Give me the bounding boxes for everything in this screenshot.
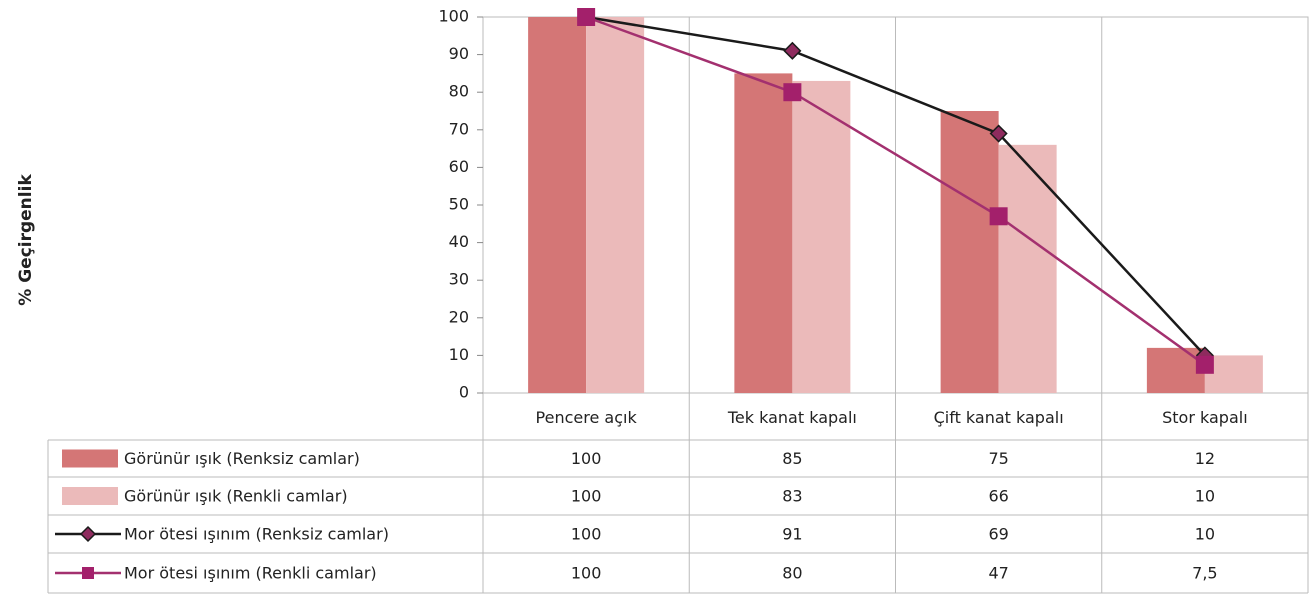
line-marker	[783, 41, 802, 60]
legend-label: Mor ötesi ışınım (Renkli camlar)	[124, 564, 377, 583]
table-value: 75	[988, 449, 1008, 468]
table-value: 10	[1195, 487, 1215, 506]
y-tick-label: 0	[459, 383, 469, 402]
table-value: 10	[1195, 525, 1215, 544]
y-tick-label: 20	[449, 307, 469, 326]
y-tick-label: 70	[449, 119, 469, 138]
table-value: 100	[571, 487, 602, 506]
line-marker	[1195, 355, 1214, 374]
table-value: 47	[988, 564, 1008, 583]
x-tick-label: Stor kapalı	[1162, 408, 1248, 427]
y-tick-label: 100	[438, 7, 469, 26]
legend-marker	[79, 525, 97, 543]
bar	[1204, 355, 1263, 393]
bar	[586, 17, 645, 393]
y-tick-label: 80	[449, 82, 469, 101]
legend-label: Mor ötesi ışınım (Renksiz camlar)	[124, 525, 389, 544]
y-tick-label: 40	[449, 232, 469, 251]
y-tick-label: 10	[449, 345, 469, 364]
line-marker	[989, 207, 1008, 226]
table-value: 100	[571, 525, 602, 544]
legend-label: Görünür ışık (Renkli camlar)	[124, 487, 348, 506]
table-value: 83	[782, 487, 802, 506]
table-value: 100	[571, 564, 602, 583]
line	[585, 15, 1206, 366]
x-tick-label: Çift kanat kapalı	[934, 408, 1064, 427]
legend-marker	[82, 567, 94, 579]
y-tick-label: 30	[449, 270, 469, 289]
y-tick-label: 90	[449, 44, 469, 63]
table-value: 66	[988, 487, 1008, 506]
table-value: 91	[782, 525, 802, 544]
y-tick-label: 50	[449, 195, 469, 214]
y-axis-label: % Geçirgenlik	[16, 174, 36, 306]
line	[585, 15, 1206, 357]
line-marker	[989, 124, 1008, 143]
bar	[792, 80, 851, 394]
table-value: 7,5	[1192, 564, 1217, 583]
bar	[528, 17, 587, 393]
y-tick-label: 60	[449, 157, 469, 176]
bar	[940, 111, 999, 393]
bar	[998, 144, 1057, 393]
legend-swatch	[62, 449, 118, 468]
table-value: 100	[571, 449, 602, 468]
legend-label: Görünür ışık (Renksiz camlar)	[124, 449, 360, 468]
x-tick-label: Pencere açık	[536, 408, 638, 427]
bar	[1146, 347, 1205, 393]
table-value: 85	[782, 449, 802, 468]
table-value: 69	[988, 525, 1008, 544]
line-marker	[783, 83, 802, 102]
line-marker	[577, 8, 596, 26]
table-value: 12	[1195, 449, 1215, 468]
x-tick-label: Tek kanat kapalı	[727, 408, 857, 427]
table-value: 80	[782, 564, 802, 583]
bar	[734, 73, 793, 394]
legend-swatch	[62, 487, 118, 505]
